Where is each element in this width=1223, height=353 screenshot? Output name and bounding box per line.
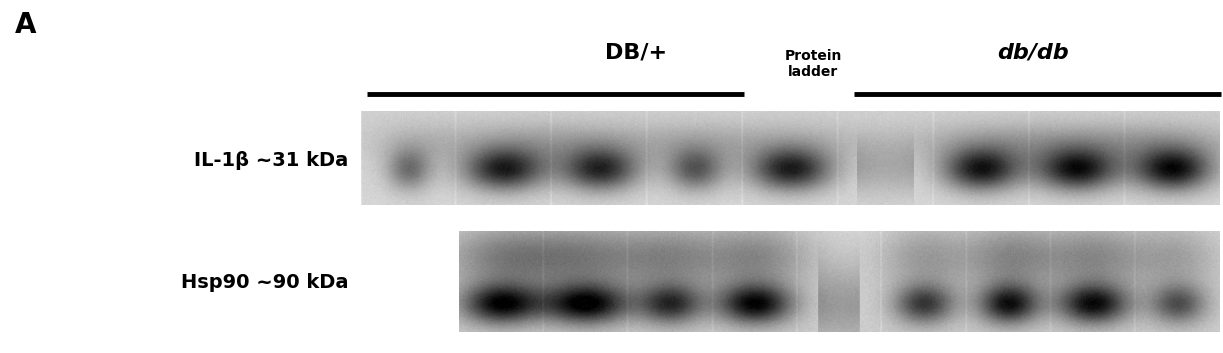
Text: A: A	[15, 11, 37, 38]
Text: IL-1β ~31 kDa: IL-1β ~31 kDa	[194, 151, 349, 170]
Text: db/db: db/db	[998, 42, 1069, 62]
Text: Hsp90 ~90 kDa: Hsp90 ~90 kDa	[181, 273, 349, 292]
Text: Protein
ladder: Protein ladder	[785, 49, 841, 78]
Text: DB/+: DB/+	[605, 42, 667, 62]
